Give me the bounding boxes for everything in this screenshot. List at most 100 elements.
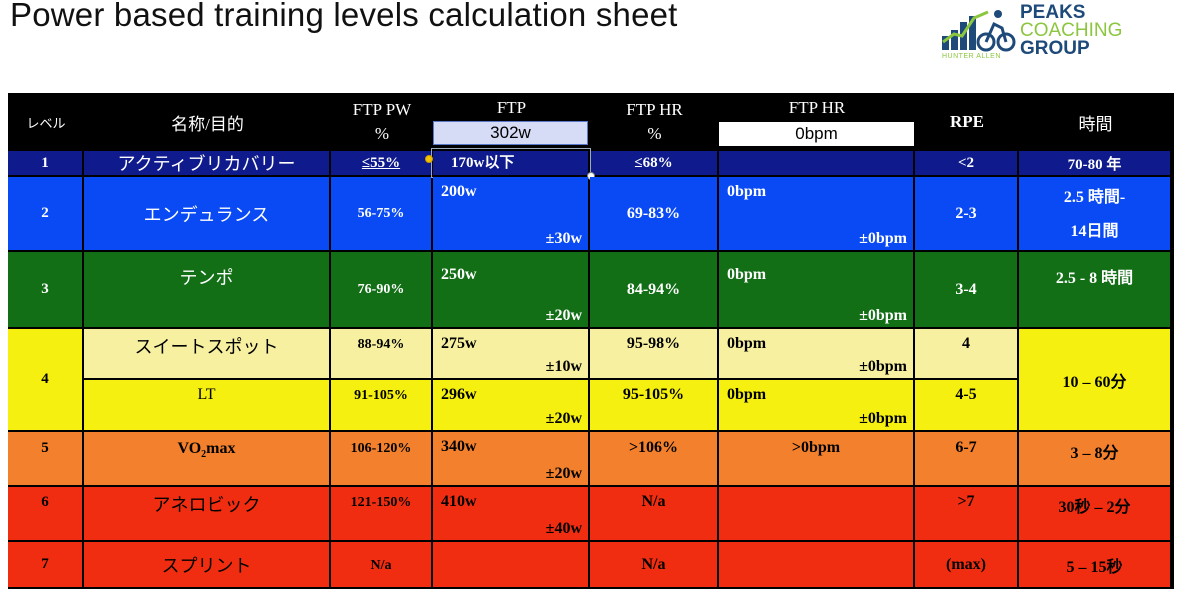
row2-ftp-hr-pct: 69-83% [590,177,717,250]
row4b-ftp-value: 296w [441,386,477,403]
row3-name: テンポ [84,252,329,327]
row2-ftp-pw: 56-75% [331,177,431,250]
row4a-ftp-hr: 0bpm ±0bpm [719,329,913,378]
row3-ftp-pw: 76-90% [331,252,431,327]
row4a-rpe: 4 [915,329,1017,378]
row5-name: VO2max [84,432,329,485]
logo-line-1: PEAKS [1020,2,1086,23]
row1-time: 70-80 年 [1019,151,1170,175]
logo-subtitle: HUNTER ALLEN [942,53,1001,60]
header-level: レベル [26,116,66,132]
row7-name: スプリント [84,542,329,587]
row6-ftp: 410w ±40w [433,487,588,540]
row1-ftp-hr-pct: ≤68% [590,151,717,175]
row2-ftp-hr-range: ±0bpm [859,230,907,247]
row1-ftp: 170w以下 [433,151,588,175]
row6-ftp-value: 410w [441,493,477,510]
row4a-ftp-hr-pct: 95-98% [590,329,717,378]
row4-time: 10 – 60分 [1019,329,1170,430]
logo-line-3: GROUP [1020,38,1090,59]
row2-level: 2 [8,177,82,250]
row5-ftp: 340w ±20w [433,432,588,485]
row6-ftp-pw: 121-150% [331,487,431,540]
header-ftp-label: FTP [496,98,527,117]
row1-ftp-pw: ≤55% [331,151,431,175]
header-ftp-pw: FTP PW % [331,93,433,151]
row1-rpe: <2 [915,151,1017,175]
row6-name: アネロビック [84,487,329,540]
header-rpe: RPE [950,112,984,131]
selection-handle[interactable] [425,155,433,163]
row2-ftp-hr: 0bpm ±0bpm [719,177,913,250]
row4b-rpe: 4-5 [915,380,1017,430]
peaks-coaching-logo: PEAKS COACHING GROUP HUNTER ALLEN [940,2,1160,64]
header-ftp-pw-line2: % [374,124,390,143]
row3-ftp-range: ±20w [545,307,582,324]
selection-outline [431,148,591,178]
row1-name: アクティブリカバリー [84,151,329,175]
training-levels-table: レベル 名称/目的 FTP PW % FTP 302w FTP HR % FTP… [8,93,1174,589]
row3-time: 2.5 - 8 時間 [1019,252,1170,327]
row4b-ftp-range: ±20w [545,410,582,427]
row3-ftp-value: 250w [441,266,477,283]
row6-rpe: >7 [915,487,1017,540]
row1-ftp-hr [719,151,913,175]
header-ftp-pw-line1: FTP PW [352,100,412,119]
logo-line-2: COACHING [1020,20,1123,41]
row4a-ftp-hr-range: ±0bpm [859,358,907,375]
header-ftp-hr-pct: FTP HR % [590,93,719,151]
row4a-ftp-range: ±10w [545,358,582,375]
row4a-name: スイートスポット [84,329,329,378]
row7-ftp-hr-pct: N/a [590,542,717,587]
row4a-ftp-value: 275w [441,335,477,352]
row4a-ftp: 275w ±10w [433,329,588,378]
header-ftp-hr-label: FTP HR [788,98,846,117]
row7-time: 5 – 15秒 [1019,542,1170,587]
row5-ftp-value: 340w [441,438,477,455]
row5-ftp-hr-pct: >106% [590,432,717,485]
row2-rpe: 2-3 [915,177,1017,250]
row7-rpe: (max) [915,542,1017,587]
row4b-ftp-hr-value: 0bpm [727,386,767,403]
row3-level: 3 [8,252,82,327]
row2-ftp-range: ±30w [545,230,582,247]
row6-time: 30秒 – 2分 [1019,487,1170,540]
row4b-ftp: 296w ±20w [433,380,588,430]
row5-rpe: 6-7 [915,432,1017,485]
row5-ftp-pw: 106-120% [331,432,431,485]
row4-level: 4 [8,329,82,430]
ftp-input[interactable]: 302w [433,121,588,145]
row3-ftp-hr-value: 0bpm [727,266,767,283]
header-name: 名称/目的 [171,114,244,134]
row5-name-sub: 2 [201,449,207,461]
row5-time: 3 – 8分 [1019,432,1170,485]
row7-ftp [433,542,588,587]
row4a-ftp-hr-value: 0bpm [727,335,767,352]
cyclist-chart-icon [942,10,1016,52]
ftp-hr-input[interactable]: 0bpm [719,122,914,146]
row3-ftp: 250w ±20w [433,252,588,327]
row6-ftp-range: ±40w [545,520,582,537]
row6-ftp-hr [719,487,913,540]
row1-level: 1 [8,151,82,175]
row2-name: エンデュランス [84,177,329,250]
row3-rpe: 3-4 [915,252,1017,327]
row2-ftp: 200w ±30w [433,177,588,250]
row7-ftp-hr [719,542,913,587]
row5-name-rest: max [206,440,236,457]
row4a-ftp-pw: 88-94% [331,329,431,378]
row6-ftp-hr-pct: N/a [590,487,717,540]
row3-ftp-hr-pct: 84-94% [590,252,717,327]
header-ftp-hr-pct-line1: FTP HR [626,100,683,119]
row7-ftp-pw: N/a [331,542,431,587]
row2-ftp-hr-value: 0bpm [727,183,767,200]
row5-ftp-hr: >0bpm [719,432,913,485]
row4b-name: LT [84,380,329,430]
row2-time-line1: 2.5 時間- [1063,189,1126,206]
header-ftp-hr: FTP HR [719,93,915,151]
row5-name-main: VO [177,440,202,457]
row4b-ftp-hr: 0bpm ±0bpm [719,380,913,430]
row4b-ftp-hr-pct: 95-105% [590,380,717,430]
header-time: 時間 [1078,114,1113,134]
row5-level: 5 [8,432,82,485]
